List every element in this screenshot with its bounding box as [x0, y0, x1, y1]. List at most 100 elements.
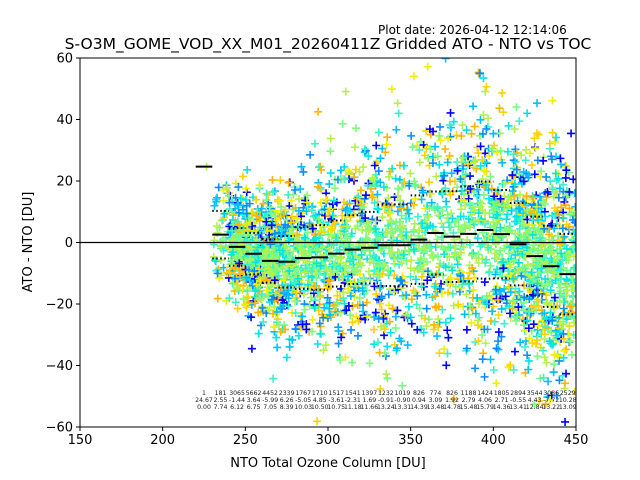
scatter-point	[458, 280, 467, 289]
scatter-point	[494, 345, 503, 354]
scatter-point	[294, 206, 303, 215]
scatter-point	[393, 99, 402, 108]
scatter-point	[491, 249, 500, 258]
bin-std-label: 11.66	[360, 404, 378, 411]
scatter-point	[443, 158, 452, 167]
scatter-point	[245, 199, 254, 208]
scatter-point	[324, 276, 333, 285]
scatter-point	[541, 400, 550, 409]
scatter-point	[456, 175, 465, 184]
scatter-point	[255, 181, 264, 190]
scatter-point	[277, 304, 286, 313]
scatter-point	[400, 161, 409, 170]
scatter-point	[372, 290, 381, 299]
scatter-point	[520, 293, 529, 302]
scatter-point	[459, 243, 468, 252]
scatter-point	[570, 264, 576, 273]
scatter-point	[327, 232, 336, 241]
scatter-point	[311, 247, 320, 256]
bin-count-label: 1424	[477, 390, 493, 397]
x-tick-label: 250	[233, 433, 258, 448]
scatter-point	[310, 139, 319, 148]
scatter-point	[473, 316, 482, 325]
scatter-point	[272, 333, 281, 342]
scatter-point	[469, 102, 478, 111]
scatter-point	[542, 314, 551, 323]
scatter-point	[474, 209, 483, 218]
scatter-point	[232, 253, 241, 262]
scatter-point	[480, 216, 489, 225]
bin-std-label: 13.24	[377, 404, 395, 411]
scatter-point	[554, 352, 563, 361]
scatter-point	[221, 208, 230, 217]
scatter-point	[365, 359, 374, 368]
scatter-point	[456, 248, 465, 257]
scatter-point	[468, 264, 477, 273]
scatter-point	[497, 293, 506, 302]
scatter-point	[525, 221, 534, 230]
scatter-point	[245, 255, 254, 264]
scatter-point	[225, 191, 233, 200]
scatter-point	[460, 310, 469, 319]
bin-std-label: 12.84	[526, 404, 544, 411]
scatter-point	[534, 201, 543, 210]
scatter-point	[371, 308, 380, 317]
scatter-point	[495, 104, 504, 113]
scatter-point	[430, 282, 439, 291]
bin-count-label: 3544	[527, 390, 543, 397]
scatter-point	[342, 306, 351, 315]
scatter-point	[362, 298, 371, 307]
bin-mean-label: 4.06	[478, 397, 492, 404]
scatter-point	[482, 124, 491, 133]
scatter-point	[522, 192, 531, 201]
scatter-point	[432, 172, 441, 181]
scatter-point	[383, 342, 392, 351]
scatter-point	[483, 122, 492, 131]
scatter-point	[550, 224, 559, 233]
scatter-point	[274, 271, 283, 280]
scatter-point	[347, 325, 356, 334]
scatter-point	[525, 334, 534, 343]
scatter-point	[262, 217, 271, 226]
scatter-point	[315, 293, 324, 302]
scatter-point	[334, 327, 343, 336]
scatter-point	[407, 256, 416, 265]
scatter-point	[376, 384, 385, 393]
scatter-point	[292, 237, 301, 246]
scatter-point	[507, 206, 516, 215]
scatter-point	[411, 275, 420, 284]
scatter-point	[449, 395, 458, 404]
scatter-point	[496, 146, 505, 155]
scatter-point	[539, 346, 548, 355]
scatter-point	[346, 278, 355, 287]
scatter-point	[565, 204, 574, 213]
scatter-point	[274, 236, 283, 245]
scatter-point	[425, 204, 434, 213]
scatter-point	[464, 194, 473, 203]
scatter-point	[546, 312, 555, 321]
scatter-point	[361, 146, 370, 155]
scatter-point	[266, 208, 275, 217]
scatter-point	[500, 284, 509, 293]
scatter-point	[551, 187, 560, 196]
scatter-point	[555, 356, 564, 365]
scatter-point	[233, 304, 242, 313]
scatter-point	[378, 269, 387, 278]
scatter-point	[342, 258, 351, 267]
scatter-point	[441, 263, 450, 272]
scatter-point	[413, 141, 422, 150]
scatter-point	[303, 191, 312, 200]
scatter-point	[373, 272, 382, 281]
scatter-point	[335, 263, 344, 272]
scatter-point	[400, 246, 409, 255]
scatter-point	[489, 129, 498, 138]
scatter-points	[202, 58, 576, 426]
scatter-point	[352, 281, 361, 290]
scatter-point	[417, 282, 426, 291]
scatter-point	[528, 230, 537, 239]
scatter-point	[266, 267, 275, 276]
scatter-point	[418, 219, 427, 228]
scatter-point	[524, 324, 533, 333]
scatter-point	[391, 324, 400, 333]
scatter-point	[356, 186, 365, 195]
